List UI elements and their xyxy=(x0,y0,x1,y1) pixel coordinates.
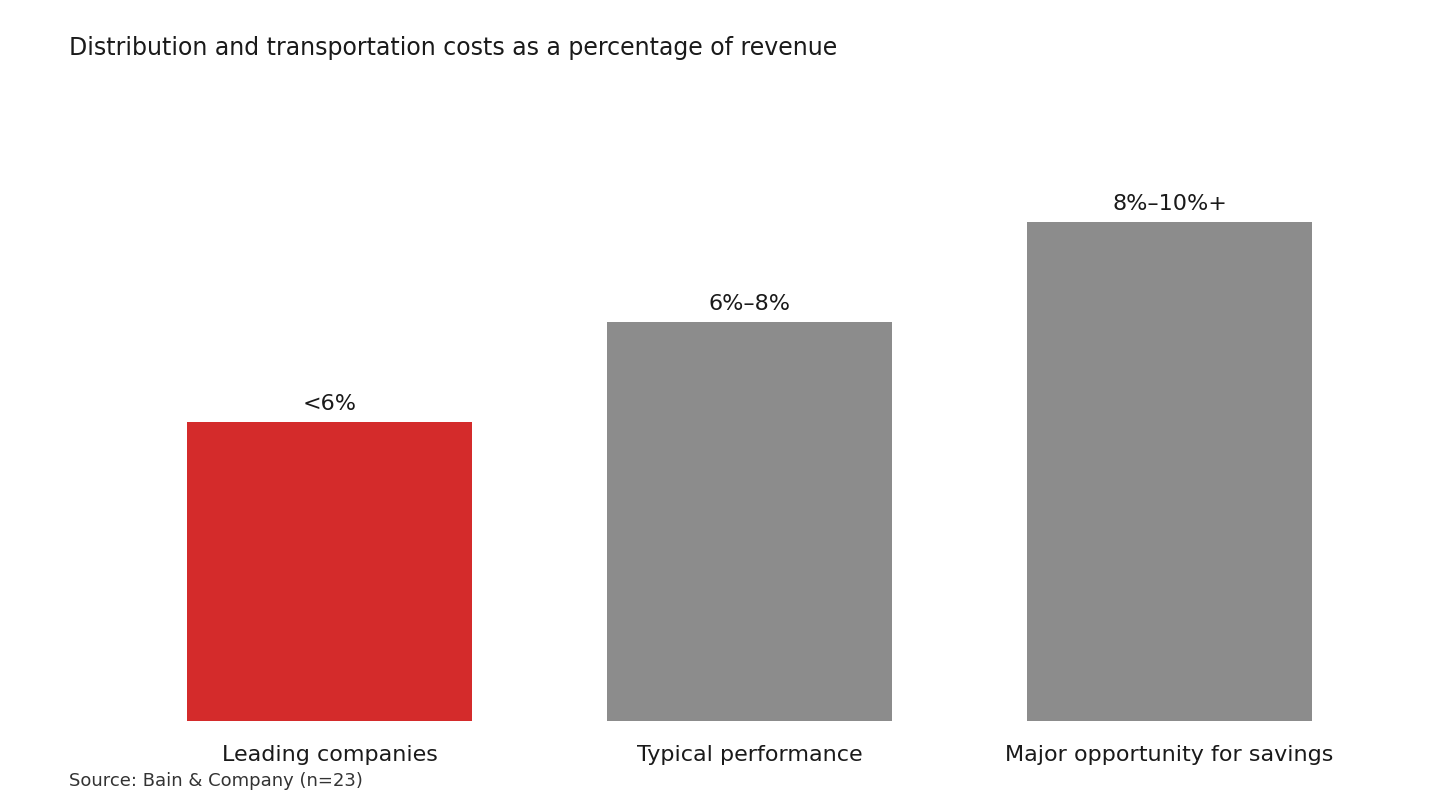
Bar xyxy=(187,421,472,721)
Bar xyxy=(1027,222,1312,721)
Bar xyxy=(606,322,893,721)
Text: 8%–10%+: 8%–10%+ xyxy=(1112,194,1227,215)
Text: 6%–8%: 6%–8% xyxy=(708,294,791,314)
Text: Distribution and transportation costs as a percentage of revenue: Distribution and transportation costs as… xyxy=(69,36,838,61)
Text: Source: Bain & Company (n=23): Source: Bain & Company (n=23) xyxy=(69,772,363,790)
Text: <6%: <6% xyxy=(302,394,357,414)
